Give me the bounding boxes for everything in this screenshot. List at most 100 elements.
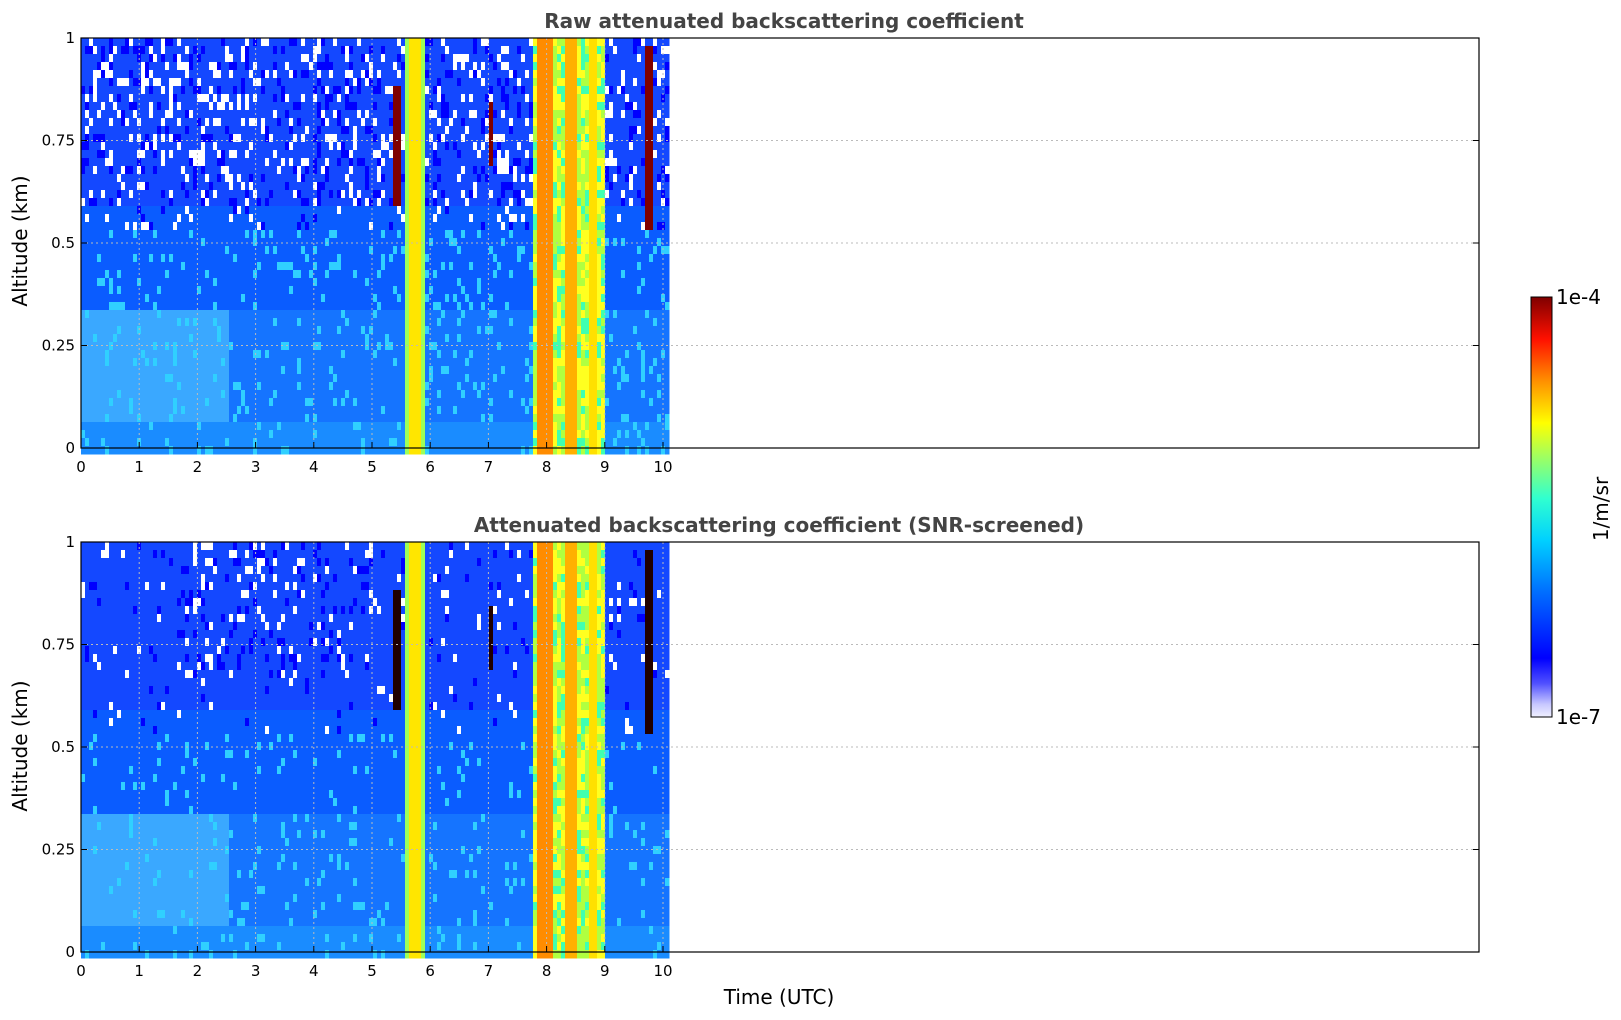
heatmap-cell [397, 206, 402, 215]
heatmap-cell [221, 134, 226, 143]
heatmap-cell [193, 286, 198, 295]
heatmap-cell [157, 254, 162, 263]
heatmap-cell [245, 62, 250, 71]
heatmap-cell [249, 358, 254, 367]
heatmap-cell [281, 286, 286, 295]
heatmap-cell [441, 350, 446, 359]
heatmap-cell [317, 414, 322, 423]
heatmap-cell [125, 86, 130, 95]
heatmap-cell [341, 414, 346, 423]
heatmap-cell [165, 374, 170, 383]
heatmap-cell [409, 142, 414, 151]
heatmap-cell [297, 430, 302, 439]
heatmap-cell [337, 422, 342, 431]
heatmap-cell [181, 422, 186, 431]
heatmap-cell [81, 438, 86, 447]
heatmap-cell [89, 262, 94, 271]
heatmap-cell [421, 198, 426, 207]
heatmap-cell [145, 342, 150, 351]
heatmap-cell [285, 118, 290, 127]
heatmap-cell [377, 198, 382, 207]
heatmap-cell [229, 70, 234, 79]
heatmap-cell [105, 198, 110, 207]
heatmap-cell [449, 438, 454, 447]
heatmap-cell [233, 422, 238, 431]
heatmap-cell [153, 326, 158, 335]
heatmap-cell [365, 382, 370, 391]
heatmap-cell [241, 278, 246, 287]
heatmap-cell [193, 174, 198, 183]
heatmap-cell [149, 334, 154, 343]
heatmap-cell [93, 438, 98, 447]
heatmap-cell [409, 134, 414, 143]
heatmap-cell [337, 142, 342, 151]
heatmap-cell [81, 142, 86, 151]
heatmap-cell [129, 70, 134, 79]
heatmap-cell [337, 286, 342, 295]
heatmap-cell [241, 310, 246, 319]
heatmap-cell [329, 374, 334, 383]
heatmap-cell [369, 166, 374, 175]
heatmap-cell [173, 422, 178, 431]
heatmap-cell [289, 166, 294, 175]
heatmap-cell [265, 262, 270, 271]
heatmap-cell [193, 254, 198, 263]
heatmap-cell [377, 286, 382, 295]
heatmap-cell [237, 54, 242, 63]
heatmap-cell [345, 318, 350, 327]
heatmap-cell [245, 70, 250, 79]
heatmap-cell [349, 310, 354, 319]
heatmap-cell [325, 238, 330, 247]
heatmap-cell [401, 142, 406, 151]
heatmap-cell [289, 238, 294, 247]
heatmap-cell [369, 214, 374, 223]
heatmap-cell [161, 38, 166, 47]
heatmap-cell [141, 46, 146, 55]
heatmap-cell [141, 54, 146, 63]
heatmap-cell [89, 406, 94, 415]
heatmap-cell [361, 46, 366, 55]
heatmap-cell [109, 222, 114, 231]
heatmap-cell [81, 342, 86, 351]
heatmap-cell [89, 190, 94, 199]
heatmap-cell [149, 302, 154, 311]
heatmap-cell [129, 358, 134, 367]
heatmap-cell [125, 118, 130, 127]
heatmap-cell [369, 382, 374, 391]
heatmap-cell [285, 430, 290, 439]
heatmap-cell [97, 286, 102, 295]
heatmap-cell [161, 318, 166, 327]
heatmap-cell [225, 86, 230, 95]
heatmap-cell [141, 278, 146, 287]
heatmap-cell [121, 78, 126, 87]
heatmap-cell [121, 302, 126, 311]
heatmap-cell [365, 262, 370, 271]
heatmap-cell [145, 222, 150, 231]
heatmap-cell [317, 78, 322, 87]
heatmap-cell [325, 374, 330, 383]
heatmap-cell [257, 190, 262, 199]
heatmap-cell [457, 334, 462, 343]
heatmap-cell [125, 134, 130, 143]
heatmap-cell [105, 350, 110, 359]
heatmap-cell [253, 86, 258, 95]
heatmap-cell [181, 110, 186, 119]
heatmap-cell [293, 438, 298, 447]
heatmap-cell [181, 278, 186, 287]
heatmap-cell [145, 286, 150, 295]
heatmap-cell [197, 110, 202, 119]
heatmap-cell [81, 374, 86, 383]
heatmap-cell [425, 262, 430, 271]
heatmap-cell [457, 150, 462, 159]
heatmap-cell [321, 294, 326, 303]
heatmap-cell [137, 222, 142, 231]
heatmap-cell [345, 246, 350, 255]
heatmap-cell [409, 350, 414, 359]
heatmap-cell [441, 222, 446, 231]
heatmap-cell [445, 150, 450, 159]
heatmap-cell [97, 278, 102, 287]
heatmap-cell [285, 254, 290, 263]
heatmap-cell [457, 374, 462, 383]
heatmap-cell [189, 70, 194, 79]
heatmap-cell [233, 150, 238, 159]
